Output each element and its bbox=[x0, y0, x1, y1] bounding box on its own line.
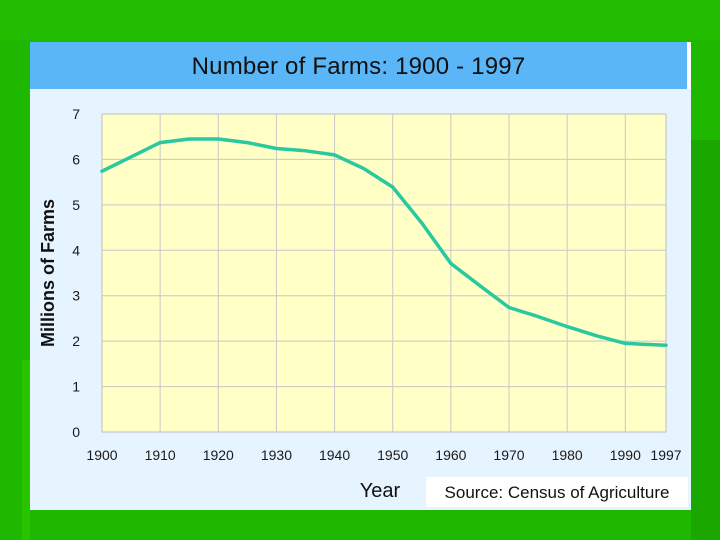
x-tick-label: 1940 bbox=[319, 447, 350, 463]
background-stripe-right bbox=[691, 140, 720, 540]
x-tick-label: 1970 bbox=[493, 447, 524, 463]
x-tick-label: 1930 bbox=[261, 447, 292, 463]
chart-panel: Number of Farms: 1900 - 1997 0 1 2 3 4 5 6 7 19… bbox=[30, 42, 691, 510]
x-tick-label: 1980 bbox=[552, 447, 583, 463]
x-tick-label: 1920 bbox=[203, 447, 234, 463]
series-line bbox=[100, 137, 668, 347]
title-bar: Number of Farms: 1900 - 1997 bbox=[30, 42, 691, 89]
source-note: Source: Census of Agriculture bbox=[426, 477, 688, 507]
y-tick-label: 4 bbox=[72, 242, 80, 258]
x-tick-labels: 1900 1910 1920 1930 1940 1950 1960 1970 1980 1990… bbox=[86, 447, 681, 463]
x-tick-label: 1990 bbox=[610, 447, 641, 463]
background-stripe-top bbox=[0, 0, 720, 40]
y-axis-label: Millions of Farms bbox=[38, 199, 58, 347]
x-tick-label: 1960 bbox=[435, 447, 466, 463]
x-tick-label: 1910 bbox=[145, 447, 176, 463]
line-chart: 0 1 2 3 4 5 6 7 1900 1910 1920 1930 1940 1950 1960 197… bbox=[38, 106, 682, 502]
y-tick-label: 5 bbox=[72, 197, 80, 213]
x-axis-label: Year bbox=[360, 480, 401, 502]
gridlines bbox=[102, 114, 666, 432]
source-text: Source: Census of Agriculture bbox=[444, 483, 670, 502]
background-stripe-left bbox=[22, 360, 30, 540]
y-tick-label: 3 bbox=[72, 288, 80, 304]
y-tick-label: 7 bbox=[72, 106, 80, 122]
plot-area bbox=[101, 113, 667, 433]
y-tick-label: 6 bbox=[72, 151, 80, 167]
y-tick-label: 1 bbox=[72, 379, 80, 395]
y-tick-label: 0 bbox=[72, 424, 80, 440]
y-tick-label: 2 bbox=[72, 333, 80, 349]
x-tick-label: 1997 bbox=[650, 447, 681, 463]
x-tick-label: 1950 bbox=[377, 447, 408, 463]
x-tick-label: 1900 bbox=[86, 447, 117, 463]
chart-title: Number of Farms: 1900 - 1997 bbox=[191, 53, 526, 80]
y-tick-labels: 0 1 2 3 4 5 6 7 bbox=[72, 106, 80, 440]
